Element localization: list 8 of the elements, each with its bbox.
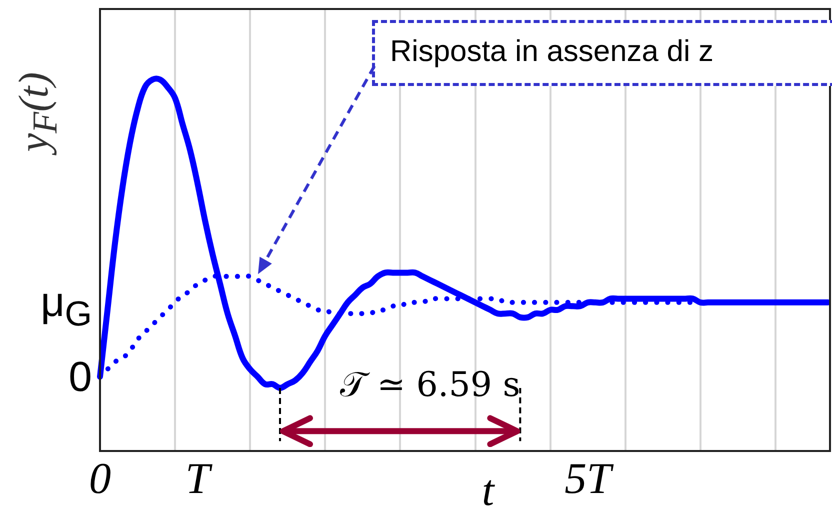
- x-axis-title: t: [482, 466, 494, 515]
- text: Risposta in assenza di z: [390, 34, 714, 70]
- annotation: 𝒯 ≃ 6.59 s: [340, 364, 520, 407]
- x-tick-label: 0: [89, 454, 111, 503]
- x-tick-label: T: [185, 454, 214, 503]
- x-tick-label: 5T: [564, 454, 615, 503]
- text: 0: [68, 352, 92, 402]
- text: μ$_{G}$: [40, 277, 92, 334]
